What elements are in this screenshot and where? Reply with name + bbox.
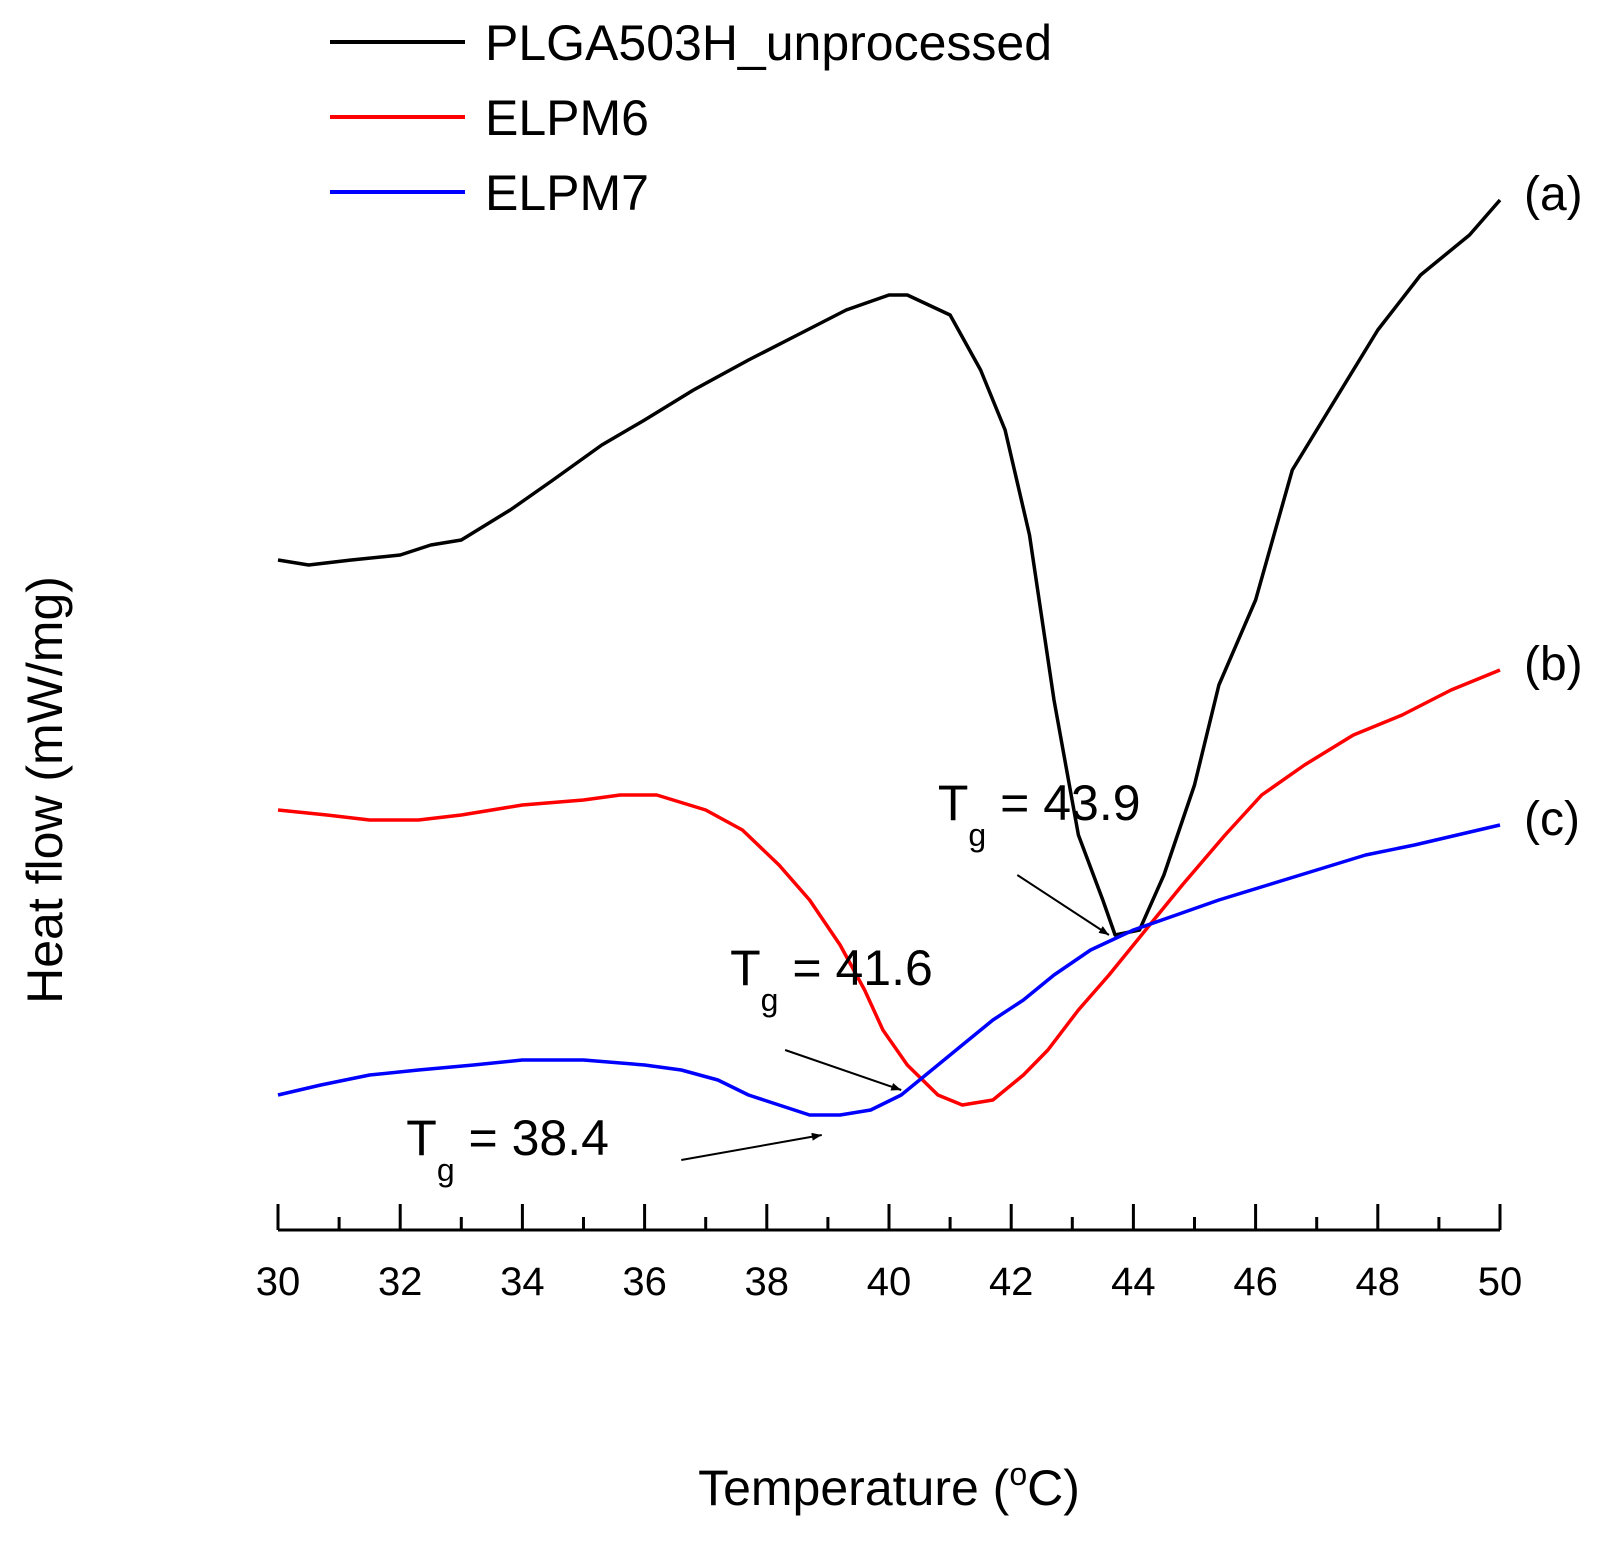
x-tick-label: 42 [989, 1260, 1034, 1304]
x-tick-label: 48 [1356, 1260, 1401, 1304]
x-tick-label: 30 [256, 1260, 301, 1304]
tg-symbol: T [406, 1110, 437, 1166]
curve-labels: (a) (b) (c) [1524, 168, 1583, 846]
tg-arrow [784, 1049, 902, 1091]
legend-label: ELPM7 [485, 165, 649, 221]
legend-label: ELPM6 [485, 90, 649, 146]
curve-label: (c) [1524, 793, 1580, 846]
x-tick-label: 44 [1111, 1260, 1156, 1304]
x-axis-title-unit: C) [1027, 1460, 1080, 1516]
x-axis-title-degree: o [1009, 1456, 1027, 1492]
tg-annotation-text: Tg = 38.4 [406, 1110, 609, 1188]
x-axis-title: Temperature (oC) [698, 1456, 1080, 1516]
legend-label: PLGA503H_unprocessed [485, 15, 1052, 71]
y-axis-title: Heat flow (mW/mg) [17, 576, 73, 1004]
tg-value: = 38.4 [455, 1110, 609, 1166]
plot-curves [277, 198, 1502, 1117]
x-tick-label: 40 [867, 1260, 912, 1304]
tg-annotation-text: Tg = 43.9 [938, 775, 1141, 853]
tg-annotations: Tg = 43.9Tg = 41.6Tg = 38.4 [406, 775, 1140, 1188]
curve-label: (b) [1524, 638, 1583, 691]
series-line-plga503h-unprocessed [277, 198, 1502, 937]
x-tick-label: 34 [500, 1260, 545, 1304]
series-line-elpm7 [277, 823, 1501, 1117]
legend: PLGA503H_unprocessed ELPM6 ELPM7 [330, 15, 1052, 221]
x-tick-label: 38 [745, 1260, 790, 1304]
tg-value: = 43.9 [986, 775, 1140, 831]
x-tick-label: 46 [1233, 1260, 1278, 1304]
tg-subscript: g [968, 817, 986, 853]
x-tick-label: 36 [622, 1260, 667, 1304]
tg-subscript: g [761, 982, 779, 1018]
tg-arrow [1016, 874, 1110, 936]
tg-symbol: T [938, 775, 969, 831]
curve-label: (a) [1524, 168, 1583, 221]
tg-symbol: T [730, 940, 761, 996]
tg-arrow [681, 1132, 822, 1161]
x-tick-label: 50 [1478, 1260, 1523, 1304]
x-ticks: 30 32 34 36 38 40 42 44 46 48 50 [256, 1204, 1523, 1304]
tg-annotation-text: Tg = 41.6 [730, 940, 933, 1018]
series-line-elpm6 [277, 668, 1501, 1107]
x-axis-title-main: Temperature ( [698, 1460, 1010, 1516]
tg-subscript: g [437, 1152, 455, 1188]
x-tick-label: 32 [378, 1260, 423, 1304]
tg-value: = 41.6 [778, 940, 932, 996]
